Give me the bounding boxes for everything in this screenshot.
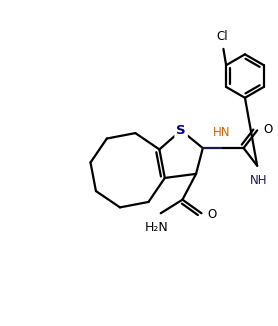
Text: Cl: Cl xyxy=(216,30,228,43)
Text: HN: HN xyxy=(213,126,231,140)
Text: O: O xyxy=(263,123,272,136)
Text: H₂N: H₂N xyxy=(145,221,168,234)
Text: S: S xyxy=(176,124,186,137)
Text: O: O xyxy=(207,208,217,221)
Text: NH: NH xyxy=(250,174,267,187)
